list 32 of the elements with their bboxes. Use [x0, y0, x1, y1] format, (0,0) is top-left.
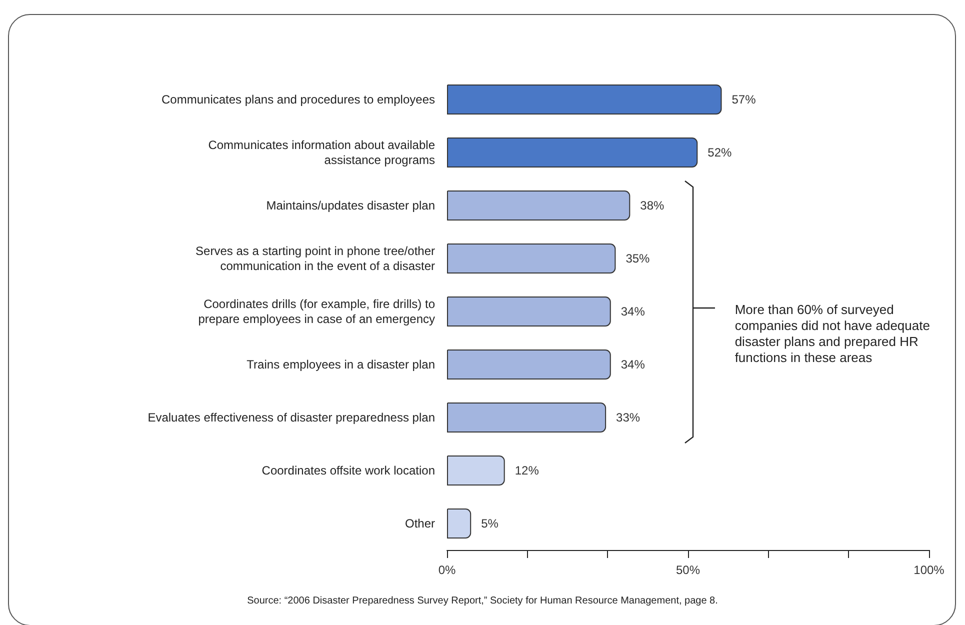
- x-tick-label: 100%: [914, 563, 945, 577]
- data-label: 57%: [732, 92, 756, 106]
- y-tick-label: Maintains/updates disaster plan: [266, 198, 435, 212]
- y-tick-label: Coordinates offsite work location: [262, 464, 435, 478]
- y-tick-label: Coordinates drills (for example, fire drills) to prepare employees in case of an emergency: [198, 297, 436, 326]
- source-note: Source: “2006 Disaster Preparedness Survey Report,” Society for Human Resource Management, page 8.: [247, 596, 718, 606]
- bar: [447, 456, 505, 486]
- y-tick-label: Communicates plans and procedures to employees: [162, 92, 435, 106]
- y-tick-label: Other: [404, 516, 435, 530]
- bar: [447, 508, 472, 538]
- y-tick-label: Trains employees in a disaster plan: [246, 358, 435, 372]
- bar: [447, 190, 630, 220]
- data-label: 34%: [620, 304, 646, 318]
- bar: [447, 244, 616, 274]
- data-label: 5%: [481, 516, 499, 530]
- bar: [447, 350, 611, 380]
- y-tick-label: Communicates information about available assistance programs: [208, 138, 436, 167]
- data-label: 52%: [708, 146, 732, 160]
- x-tick-label: 50%: [676, 563, 700, 577]
- data-label: 35%: [626, 252, 650, 266]
- data-label: 38%: [640, 198, 665, 212]
- y-tick-label: Serves as a starting point in phone tree/other communication in the event of a disaster: [196, 244, 436, 273]
- data-label: 33%: [616, 410, 640, 424]
- bar: [447, 296, 611, 326]
- x-tick-label: 0%: [438, 563, 456, 577]
- data-label: 12%: [514, 464, 540, 478]
- data-label: 34%: [620, 358, 646, 372]
- annotation: More than 60% of surveyed companies did not have adequate disaster plans and prepared HR functions in these areas: [734, 302, 934, 365]
- bar: [447, 138, 698, 168]
- bar: [447, 402, 606, 432]
- bar: [447, 84, 722, 114]
- y-tick-label: Evaluates effectiveness of disaster preparedness plan: [148, 410, 435, 424]
